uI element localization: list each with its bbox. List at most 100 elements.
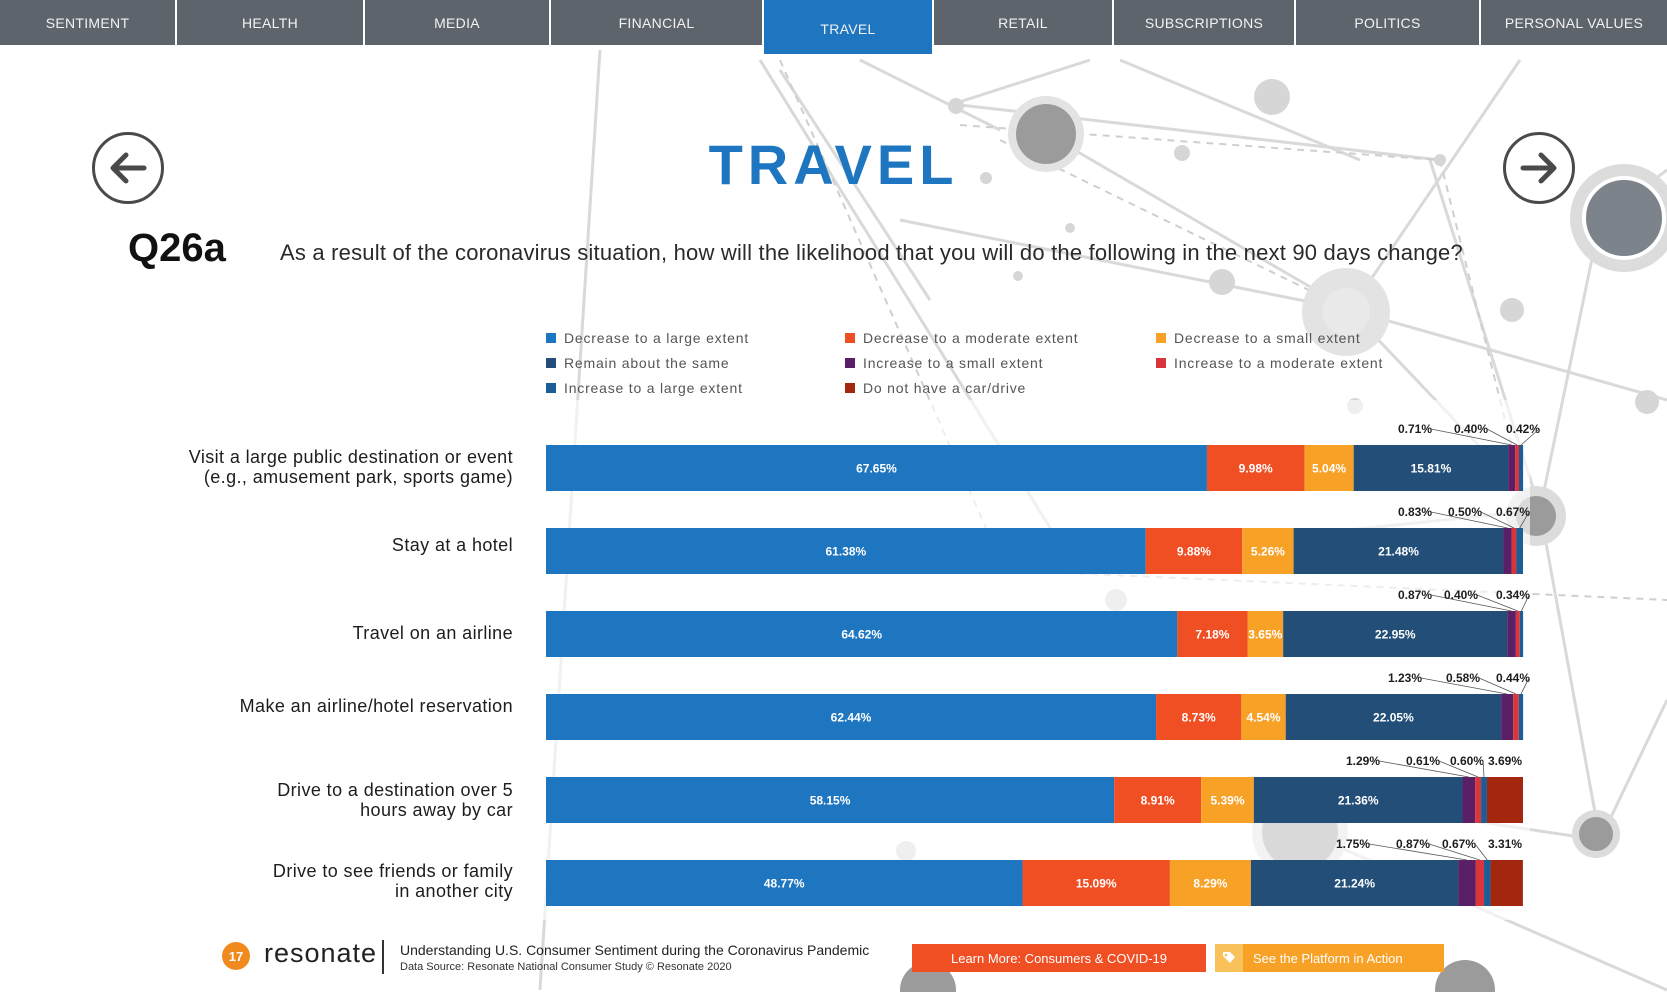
- bar-segment: [546, 445, 1207, 491]
- category-label: Make an airline/hotel reservation: [240, 696, 513, 716]
- legend-label: Increase to a small extent: [863, 355, 1044, 371]
- tab-politics[interactable]: POLITICS: [1296, 0, 1481, 45]
- data-label: 15.09%: [1076, 877, 1117, 891]
- arrow-left-icon: [110, 152, 147, 184]
- leader-line: [1438, 760, 1479, 778]
- data-label: 3.31%: [1488, 837, 1522, 851]
- category-label-line: (e.g., amusement park, sports game): [203, 467, 513, 487]
- tab-financial[interactable]: FINANCIAL: [551, 0, 764, 45]
- category-label: Stay at a hotel: [392, 535, 513, 555]
- bar-segment: [1114, 777, 1202, 823]
- data-label: 0.42%: [1506, 422, 1540, 436]
- bar-segment: [546, 528, 1146, 574]
- legend-label: Decrease to a large extent: [564, 330, 750, 346]
- data-label: 0.60%: [1450, 754, 1484, 768]
- next-page-button[interactable]: [1503, 132, 1575, 204]
- data-label: 0.83%: [1398, 505, 1432, 519]
- bar-segment: [546, 777, 1115, 823]
- data-label: 3.65%: [1248, 628, 1282, 642]
- data-label: 22.95%: [1375, 628, 1416, 642]
- bar-segment: [1486, 777, 1523, 823]
- bar-segment: [1462, 777, 1476, 823]
- leader-line: [1482, 760, 1485, 778]
- leader-line: [1428, 843, 1480, 861]
- bar-segment: [1458, 860, 1476, 906]
- data-label: 5.26%: [1251, 545, 1285, 559]
- see-platform-button[interactable]: See the Platform in Action: [1215, 944, 1444, 972]
- bar-segment: [546, 860, 1023, 906]
- data-label: 61.38%: [825, 545, 866, 559]
- bar-segment: [1156, 694, 1242, 740]
- legend-item: Decrease to a small extent: [1156, 330, 1361, 346]
- leader-line: [1486, 428, 1518, 446]
- legend-label: Increase to a moderate extent: [1174, 355, 1384, 371]
- learn-more-button[interactable]: Learn More: Consumers & COVID-19: [912, 944, 1206, 972]
- category-label: Travel on an airline: [353, 623, 513, 643]
- data-label: 1.29%: [1346, 754, 1380, 768]
- tab-sentiment[interactable]: SENTIMENT: [0, 0, 177, 45]
- tag-icon: [1215, 944, 1243, 972]
- category-label-line: Travel on an airline: [352, 623, 513, 643]
- page-number-badge: 17: [222, 942, 250, 970]
- data-label: 15.81%: [1411, 462, 1452, 476]
- footer: 17 resonate Understanding U.S. Consumer …: [0, 930, 1667, 992]
- footer-title: Understanding U.S. Consumer Sentiment du…: [400, 942, 870, 958]
- bar-segment: [1283, 611, 1508, 657]
- bar-segment: [1508, 445, 1516, 491]
- data-label: 1.23%: [1388, 671, 1422, 685]
- data-label: 0.71%: [1398, 422, 1432, 436]
- bar-segment: [1145, 528, 1243, 574]
- data-label: 58.15%: [810, 794, 851, 808]
- previous-page-button[interactable]: [92, 132, 164, 204]
- data-label: 0.61%: [1406, 754, 1440, 768]
- legend-label: Do not have a car/drive: [863, 380, 1027, 396]
- bar-segment: [1285, 694, 1502, 740]
- tab-personal-values[interactable]: PERSONAL VALUES: [1481, 0, 1667, 45]
- tab-retail[interactable]: RETAIL: [934, 0, 1114, 45]
- tab-media[interactable]: MEDIA: [365, 0, 551, 45]
- leader-line: [1521, 594, 1530, 612]
- tab-travel[interactable]: TRAVEL: [764, 0, 934, 54]
- legend-swatch: [546, 383, 556, 393]
- data-label: 48.77%: [764, 877, 805, 891]
- data-label: 62.44%: [831, 711, 872, 725]
- category-label: Drive to see friends or family in anothe…: [273, 861, 513, 901]
- bar-segment: [1518, 694, 1524, 740]
- data-label: 0.87%: [1398, 588, 1432, 602]
- data-label: 0.67%: [1442, 837, 1476, 851]
- data-label: 9.98%: [1239, 462, 1273, 476]
- tab-subscriptions[interactable]: SUBSCRIPTIONS: [1114, 0, 1296, 45]
- leader-line: [1474, 843, 1488, 861]
- data-label: 22.05%: [1373, 711, 1414, 725]
- data-label: 5.39%: [1210, 794, 1244, 808]
- legend-item: Increase to a large extent: [546, 380, 743, 396]
- bar-segment: [1206, 445, 1305, 491]
- data-label: 4.54%: [1246, 711, 1280, 725]
- bar-segment: [1250, 860, 1459, 906]
- category-label-line: in another city: [394, 881, 513, 901]
- data-label: 0.58%: [1446, 671, 1480, 685]
- bar-segment: [1515, 445, 1519, 491]
- footer-source: Data Source: Resonate National Consumer …: [400, 961, 732, 973]
- bar-segment: [1177, 611, 1248, 657]
- question-number: Q26a: [128, 226, 226, 270]
- legend-item: Increase to a moderate extent: [1156, 355, 1383, 371]
- bar-segment: [1519, 611, 1524, 657]
- legend-swatch: [1156, 333, 1166, 343]
- footer-divider: [382, 940, 384, 974]
- bar-segment: [1242, 528, 1294, 574]
- arrow-right-icon: [1520, 152, 1557, 184]
- bar-segment: [1515, 611, 1520, 657]
- legend-label: Increase to a large extent: [564, 380, 743, 396]
- data-label: 0.40%: [1454, 422, 1488, 436]
- tab-health[interactable]: HEALTH: [177, 0, 365, 45]
- data-label: 0.67%: [1496, 505, 1530, 519]
- category-label-line: Make an airline/hotel reservation: [239, 696, 513, 716]
- leader-line: [1378, 760, 1469, 778]
- bar-segment: [1481, 777, 1487, 823]
- bar-segment: [1513, 694, 1519, 740]
- leader-line: [1368, 843, 1468, 861]
- bar-segment: [1475, 860, 1485, 906]
- legend-item: Do not have a car/drive: [845, 380, 1026, 396]
